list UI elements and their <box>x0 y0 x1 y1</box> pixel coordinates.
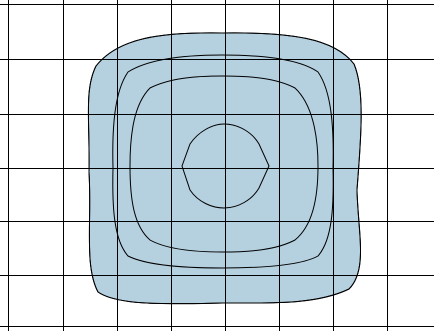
contour-line-2 <box>112 54 334 269</box>
outer-contour-line <box>87 32 362 305</box>
contour-line-3 <box>129 75 319 253</box>
contour-line-inner <box>181 123 270 209</box>
